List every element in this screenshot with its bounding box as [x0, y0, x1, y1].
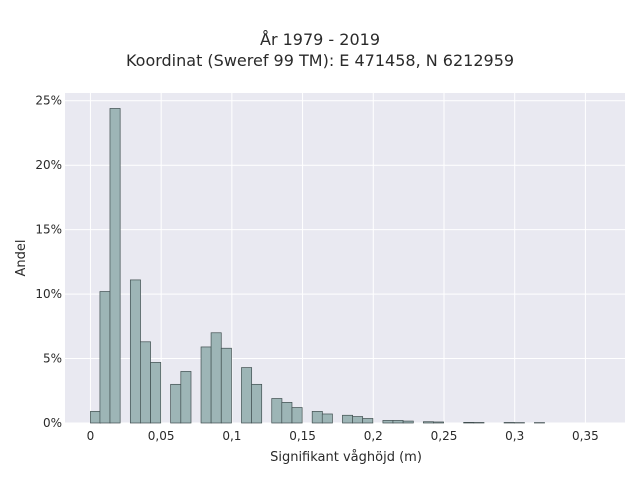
y-axis-ticks: 0% 5% 10% 15% 20% 25%	[35, 94, 62, 430]
y-tick-label: 15%	[35, 223, 62, 237]
histogram-bar	[251, 383, 263, 424]
x-axis-ticks: 0 0,05 0,1 0,15 0,2 0,25 0,3 0,35	[87, 429, 599, 443]
x-tick-label: 0,25	[431, 429, 458, 443]
y-tick-label: 5%	[43, 352, 62, 366]
x-tick-label: 0,35	[572, 429, 599, 443]
histogram-bar	[271, 398, 283, 424]
x-axis-label: Signifikant våghöjd (m)	[270, 450, 422, 465]
histogram-bar	[129, 279, 141, 424]
histogram-bar	[422, 421, 434, 424]
histogram-bar	[503, 422, 515, 424]
histogram-bar	[473, 422, 485, 424]
histogram-bar	[433, 421, 444, 424]
x-tick-label: 0,1	[222, 429, 241, 443]
histogram-bar	[140, 341, 151, 424]
histogram-bars	[90, 108, 545, 424]
histogram-bar	[402, 420, 414, 424]
x-tick-label: 0,2	[364, 429, 383, 443]
histogram-bar	[362, 418, 374, 424]
histogram-bar	[352, 416, 364, 424]
histogram-bar	[281, 402, 293, 424]
y-tick-label: 0%	[43, 416, 62, 430]
x-tick-label: 0,3	[505, 429, 524, 443]
y-tick-label: 10%	[35, 287, 62, 301]
histogram-bar	[382, 420, 394, 424]
x-tick-label: 0,05	[148, 429, 175, 443]
histogram-bar	[220, 347, 232, 424]
histogram-bar	[291, 407, 303, 424]
histogram-bar	[99, 291, 111, 424]
x-tick-label: 0	[87, 429, 95, 443]
y-tick-label: 25%	[35, 94, 62, 108]
histogram-bar	[210, 332, 222, 424]
histogram-bar	[241, 367, 253, 424]
histogram-bar	[170, 383, 182, 424]
histogram-bar	[180, 371, 192, 424]
histogram-bar	[109, 108, 121, 424]
y-axis-label: Andel	[14, 240, 29, 277]
chart-title-line-1: År 1979 - 2019	[260, 30, 380, 49]
histogram-bar	[342, 414, 353, 424]
grid-lines	[65, 93, 625, 424]
histogram-bar	[200, 346, 212, 424]
histogram-bar	[321, 413, 333, 424]
histogram-bar	[150, 362, 162, 424]
histogram-bar	[392, 420, 404, 424]
histogram-bar	[463, 422, 475, 424]
histogram-bar	[311, 411, 323, 424]
x-tick-label: 0,15	[289, 429, 316, 443]
chart-title-line-2: Koordinat (Sweref 99 TM): E 471458, N 62…	[125, 51, 515, 70]
y-tick-label: 20%	[35, 158, 62, 172]
histogram-bar	[90, 411, 101, 424]
